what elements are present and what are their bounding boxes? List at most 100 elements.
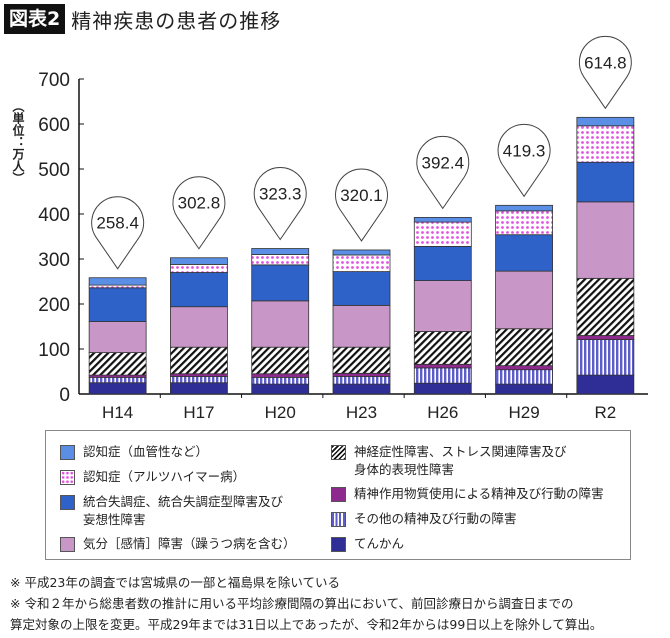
legend-item-alzheimer: 認知症（アルツハイマー病） [60, 468, 245, 486]
x-tick-label: H26 [427, 403, 458, 422]
bar-segment-alzheimer [495, 210, 553, 236]
bar-segment-other [332, 376, 391, 385]
bar-segment-vascular [576, 116, 635, 127]
bar-segment-neurotic [413, 331, 472, 365]
figure-label: 図表2 [4, 4, 66, 34]
bar-segment-epilepsy [413, 382, 472, 395]
bar-segment-substance [170, 373, 228, 377]
footnotes: ※ 平成23年の調査では宮城県の一部と福島県を除いている ※ 令和２年から総患者… [10, 572, 602, 635]
x-tick-label: H23 [346, 403, 377, 422]
bar-segment-vascular [413, 217, 472, 223]
bar-segment-mood [170, 306, 228, 348]
legend-label: 認知症（アルツハイマー病） [83, 469, 246, 484]
x-tick-label: R2 [594, 403, 616, 422]
total-label: 419.3 [503, 141, 546, 160]
bar-segment-epilepsy [170, 382, 228, 395]
x-tick-label: H14 [102, 403, 133, 422]
total-balloon [335, 168, 388, 242]
total-label: 323.3 [259, 185, 302, 204]
bar-segment-schizo [332, 271, 391, 306]
swatch-alzheimer [60, 470, 75, 485]
bar-segment-vascular [170, 257, 228, 265]
bar-segment-schizo [88, 287, 147, 322]
bar-segment-mood [495, 270, 553, 330]
legend-label: 精神作用物質使用による精神及び行動の障害 [354, 486, 604, 501]
bar-segment-substance [332, 372, 391, 377]
total-balloon [578, 35, 632, 110]
y-tick-label: 500 [38, 160, 70, 181]
swatch-epilepsy [331, 537, 346, 552]
swatch-substance [331, 487, 346, 502]
swatch-other [331, 512, 346, 527]
total-label: 302.8 [178, 194, 221, 213]
bar-segment-substance [251, 373, 310, 378]
bar-segment-epilepsy [576, 374, 635, 395]
bar-segment-vascular [88, 277, 147, 286]
bar-segment-alzheimer [332, 254, 391, 272]
chart-title: 精神疾患の患者の推移 [71, 8, 282, 33]
legend-label: 妄想性障害 [83, 512, 146, 527]
legend-item-epilepsy: てんかん [331, 535, 404, 553]
bar-segment-epilepsy [88, 382, 147, 395]
bar-segment-alzheimer [413, 221, 472, 247]
legend-item-vascular: 認知症（血管性など） [60, 443, 208, 461]
legend-label: 神経症性障害、ストレス関連障害及び [354, 444, 567, 459]
stacked-bar-chart: 0 100 200 300 400 500 600 700 H14 H17 H20 H23 H26 H29… [38, 35, 648, 422]
bar-segment-other [251, 376, 310, 385]
bar-segment-epilepsy [332, 383, 391, 395]
swatch-schizo [60, 495, 75, 510]
bar-segment-neurotic [576, 277, 635, 336]
bar-segment-other [576, 339, 635, 376]
total-label: 258.4 [96, 214, 139, 233]
legend: 認知症（血管性など） 認知症（アルツハイマー病） 統合失調症、統合失調症型障害及… [45, 430, 631, 560]
bar-segment-mood [413, 280, 472, 332]
legend-label: 身体的表現性障害 [354, 462, 455, 477]
total-balloon [172, 176, 226, 250]
legend-item-schizo: 統合失調症、統合失調症型障害及び 妄想性障害 [60, 493, 283, 529]
bar-segment-schizo [495, 234, 553, 272]
bar-segment-mood [332, 304, 391, 348]
bar-segment-other [495, 369, 553, 385]
legend-item-substance: 精神作用物質使用による精神及び行動の障害 [331, 485, 604, 503]
legend-label: 統合失調症、統合失調症型障害及び [83, 494, 284, 509]
bar-segment-vascular [495, 204, 553, 212]
y-tick-label: 700 [38, 70, 70, 91]
bar-segment-alzheimer [88, 284, 147, 289]
bar-segment-substance [495, 365, 553, 371]
bar-segment-neurotic [495, 328, 553, 367]
y-tick-label: 600 [38, 115, 70, 136]
bar-segment-other [413, 367, 472, 384]
bar-segment-mood [88, 321, 147, 353]
bar-segment-schizo [170, 272, 228, 308]
total-label: 320.1 [340, 186, 383, 205]
bar-segment-schizo [251, 264, 310, 302]
y-tick-label: 100 [38, 340, 70, 361]
legend-item-mood: 気分［感情］障害（躁うつ病を含む） [60, 535, 296, 553]
total-label: 392.4 [422, 153, 465, 172]
bar-segment-neurotic [251, 346, 310, 375]
bar-segment-neurotic [332, 346, 391, 374]
bar-segment-epilepsy [251, 383, 310, 395]
bar-segment-alzheimer [170, 263, 228, 273]
total-label: 614.8 [584, 53, 627, 72]
swatch-mood [60, 537, 75, 552]
swatch-neurotic [331, 445, 346, 460]
bar-segment-mood [576, 201, 635, 279]
bar-segment-mood [251, 300, 310, 348]
total-balloon [416, 136, 470, 210]
x-tick-label: H17 [183, 403, 214, 422]
bar-segment-substance [576, 335, 635, 340]
bar-segment-alzheimer [251, 254, 310, 266]
y-tick-label: 200 [38, 295, 70, 316]
footnote: ※ 平成23年の調査では宮城県の一部と福島県を除いている [10, 575, 340, 590]
y-axis-label: （単位：万人） [11, 100, 25, 184]
bar-segment-schizo [576, 161, 635, 203]
bar-segment-other [170, 376, 228, 384]
total-balloon [91, 196, 145, 270]
bar-segment-vascular [332, 249, 391, 256]
legend-label: 認知症（血管性など） [83, 444, 209, 459]
bar-segment-schizo [413, 245, 472, 281]
bar-segment-neurotic [88, 352, 147, 376]
title-bar: 図表2 精神疾患の患者の推移 [4, 4, 281, 34]
y-tick-label: 300 [38, 250, 70, 271]
